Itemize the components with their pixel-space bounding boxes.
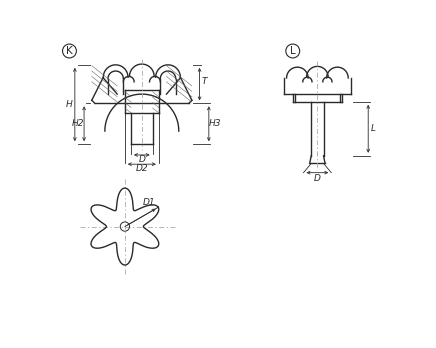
Text: H3: H3 [209,119,221,128]
Text: K: K [66,46,73,56]
Text: T: T [201,77,207,86]
Text: D1: D1 [143,198,155,207]
Text: D2: D2 [136,164,148,173]
Text: D: D [314,174,321,183]
Text: H2: H2 [72,119,84,128]
Text: D: D [138,155,145,164]
Text: L: L [371,124,376,133]
Text: L: L [290,46,296,56]
Text: H: H [66,100,73,109]
